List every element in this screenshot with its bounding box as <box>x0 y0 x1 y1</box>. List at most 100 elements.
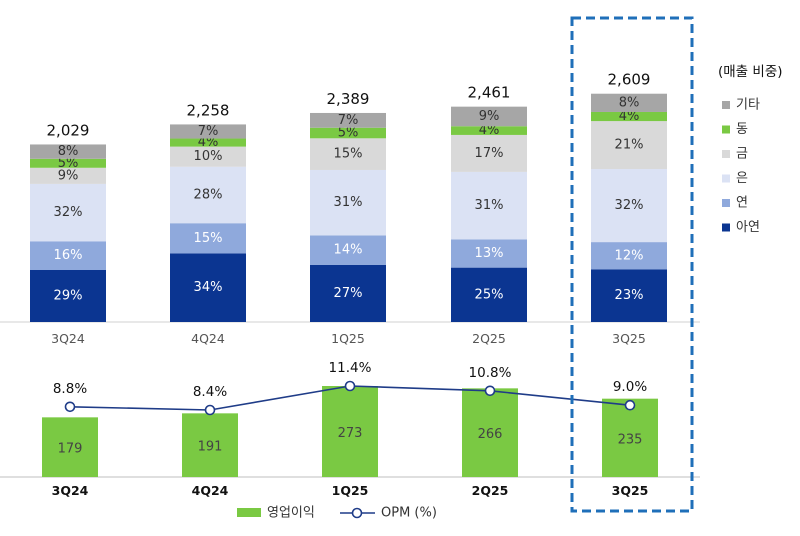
legend-swatch <box>722 174 730 183</box>
segment-label: 8% <box>58 144 79 159</box>
segment-label: 7% <box>198 124 219 139</box>
legend-label: 아연 <box>736 220 760 235</box>
x-tick-label: 3Q24 <box>52 483 89 498</box>
profit-bar-label: 191 <box>198 440 223 455</box>
top-x-ticks-group: 3Q24 4Q24 1Q25 2Q25 3Q25 <box>51 331 646 346</box>
opm-label: 11.4% <box>329 360 372 376</box>
legend-swatch-profit <box>237 508 261 517</box>
legend-label: 동 <box>736 122 748 137</box>
bar-segment <box>310 235 386 265</box>
opm-label: 10.8% <box>469 365 512 381</box>
bar-segment <box>451 171 527 240</box>
bar-segment <box>30 269 106 322</box>
segment-label: 16% <box>54 248 83 263</box>
segment-label: 23% <box>615 288 644 303</box>
bar-segment <box>170 138 246 147</box>
bar-segment <box>310 138 386 170</box>
x-tick-label: 3Q25 <box>612 483 649 498</box>
profit-bar <box>182 413 238 477</box>
opm-label: 8.4% <box>193 384 227 400</box>
segment-label: 25% <box>475 287 504 302</box>
legend-label-opm: OPM (%) <box>381 506 437 521</box>
profit-bar-label: 235 <box>618 432 643 447</box>
bar-segment <box>451 239 527 268</box>
segment-label: 8% <box>619 95 640 110</box>
bar-segment <box>30 241 106 270</box>
segment-label: 17% <box>475 146 504 161</box>
segment-label: 29% <box>54 288 83 303</box>
x-tick-label: 2Q25 <box>472 483 509 498</box>
profit-bar <box>602 398 658 477</box>
bar-total-label: 2,389 <box>327 90 370 108</box>
legend-label: 금 <box>736 147 748 162</box>
bar-segment <box>591 269 667 322</box>
bar-segment <box>170 146 246 167</box>
segment-label: 34% <box>194 280 223 295</box>
segment-label: 4% <box>198 135 219 150</box>
bar-segment <box>170 166 246 224</box>
bar-segment <box>451 126 527 135</box>
bar-segment <box>30 167 106 184</box>
bar-segment <box>310 264 386 322</box>
bar-segment <box>591 111 667 122</box>
segment-label: 10% <box>194 149 223 164</box>
bar-total-label: 2,609 <box>608 71 651 89</box>
segment-label: 15% <box>334 147 363 162</box>
x-tick-label: 3Q25 <box>612 331 646 346</box>
bar-segment <box>170 253 246 322</box>
x-tick-label: 4Q24 <box>192 483 229 498</box>
legend-swatch <box>722 101 730 109</box>
bar-segment <box>591 121 667 170</box>
bar-total-label: 2,461 <box>468 84 511 102</box>
legend-label: 은 <box>736 171 748 186</box>
bar-segment <box>310 169 386 236</box>
bottom-x-ticks-group: 3Q24 4Q24 1Q25 2Q25 3Q25 <box>52 483 649 498</box>
bar-totals-group: 2,029 2,258 2,389 2,461 2,609 <box>47 71 651 140</box>
profit-bar <box>322 386 378 477</box>
x-tick-label: 3Q24 <box>51 331 85 346</box>
bar-segment <box>451 106 527 127</box>
bar-segment <box>30 183 106 242</box>
bar-segment <box>30 158 106 168</box>
segment-label: 21% <box>615 138 644 153</box>
profit-bar <box>42 417 98 477</box>
bar-segment <box>591 93 667 112</box>
x-tick-label: 1Q25 <box>332 483 369 498</box>
highlight-box-3q25 <box>570 16 694 513</box>
opm-label: 9.0% <box>613 379 647 395</box>
segment-label: 31% <box>334 195 363 210</box>
operating-profit-bars-group: 179 191 273 266 235 <box>42 386 658 477</box>
legend-marker-opm <box>351 507 363 519</box>
profit-bar-label: 273 <box>338 426 363 441</box>
bar-segment <box>451 134 527 172</box>
opm-label: 8.8% <box>53 381 87 397</box>
segment-label: 27% <box>334 286 363 301</box>
segment-label: 12% <box>615 248 644 263</box>
bar-segment <box>591 169 667 243</box>
segment-label: 5% <box>338 126 359 141</box>
bar-segment <box>310 112 386 128</box>
segment-label: 28% <box>194 187 223 202</box>
segment-label: 4% <box>479 123 500 138</box>
legend-label-profit: 영업이익 <box>267 506 315 521</box>
segment-label: 32% <box>615 198 644 213</box>
bar-segment <box>591 242 667 270</box>
segment-label: 7% <box>338 113 359 128</box>
opm-point <box>484 385 496 397</box>
x-tick-label: 1Q25 <box>331 331 365 346</box>
opm-point <box>624 399 636 411</box>
bar-segment <box>30 144 106 159</box>
legend-label: 연 <box>736 196 748 211</box>
bar-segment <box>170 124 246 139</box>
segment-label: 15% <box>194 231 223 246</box>
segment-label: 14% <box>334 243 363 258</box>
segment-label: 32% <box>54 205 83 220</box>
legend-swatch <box>722 125 730 134</box>
profit-bar <box>462 388 518 477</box>
opm-line-group: 8.8% 8.4% 11.4% 10.8% 9.0% <box>53 360 647 416</box>
segment-label: 13% <box>475 246 504 261</box>
stacked-bars-group: 29%16%32%9%5%8%34%15%28%10%4%7%27%14%31%… <box>30 93 667 322</box>
bar-segment <box>170 223 246 254</box>
